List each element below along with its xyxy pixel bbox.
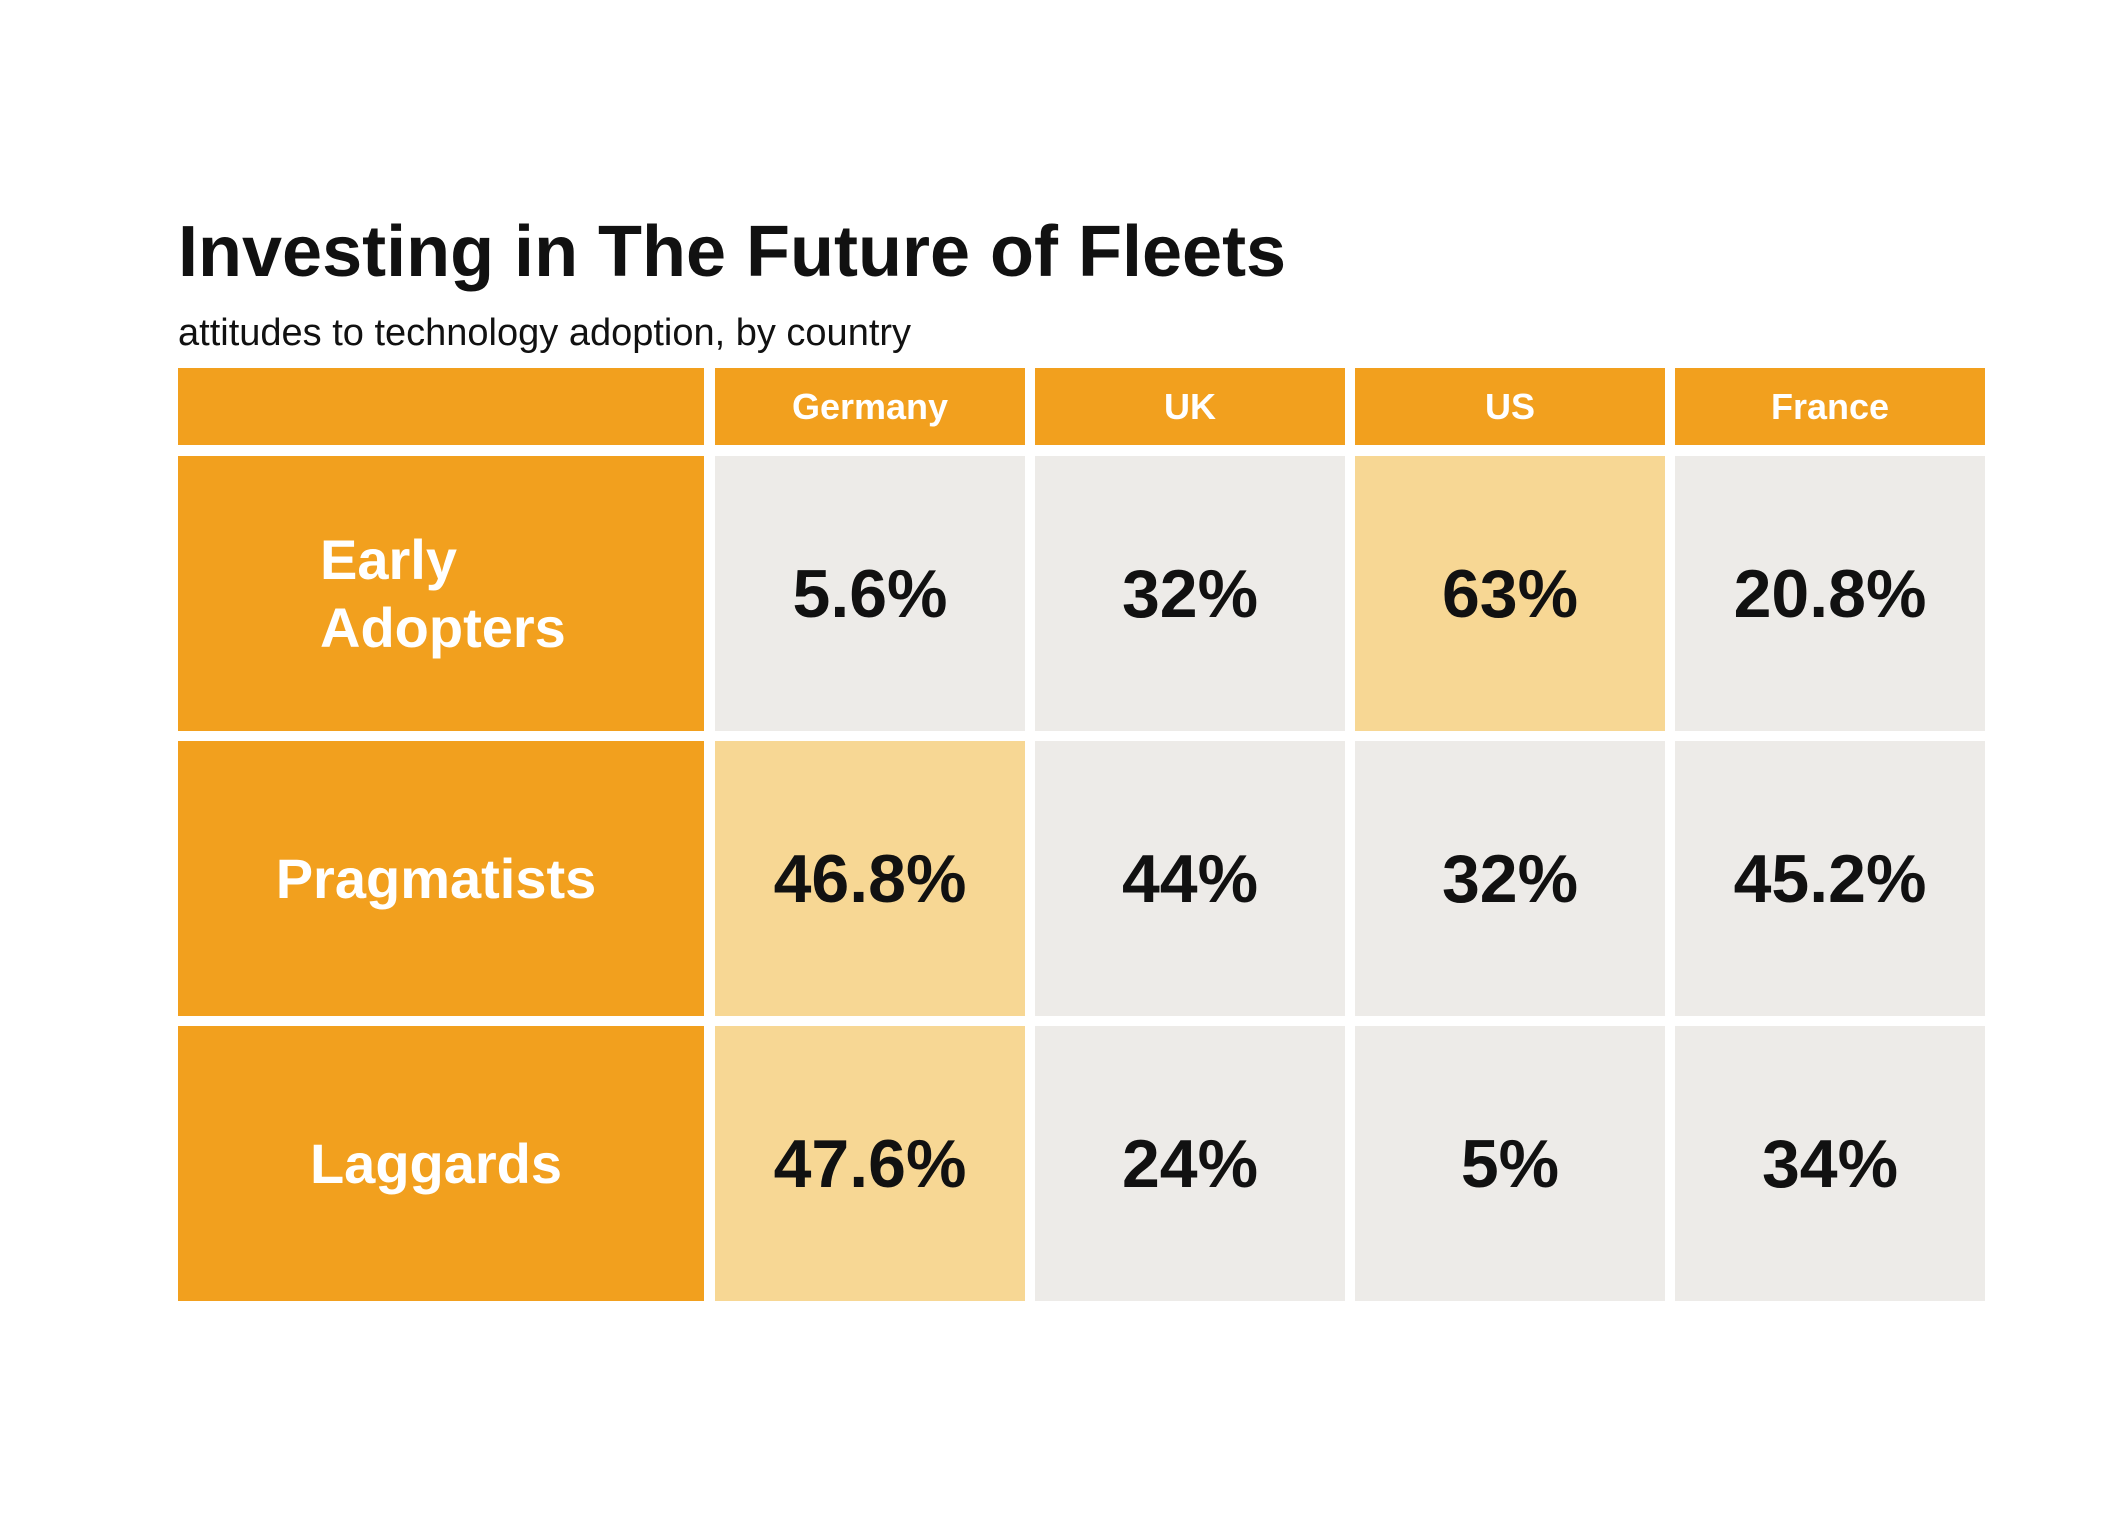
row-label-line: Pragmatists: [275, 846, 597, 910]
value-cell: 47.6%: [715, 1026, 1025, 1301]
column-header-france: France: [1675, 368, 1985, 445]
value-cell: 63%: [1355, 456, 1665, 731]
row-label-line: Laggards: [309, 1131, 563, 1195]
value-cell: 24%: [1035, 1026, 1345, 1301]
row-label-laggards: Laggards: [178, 1026, 704, 1301]
value-cell: 5.6%: [715, 456, 1025, 731]
column-header-us: US: [1355, 368, 1665, 445]
row-label-line: Adopters: [320, 595, 566, 659]
value-cell: 20.8%: [1675, 456, 1985, 731]
row-label-line: Early: [320, 527, 457, 591]
value-cell: 5%: [1355, 1026, 1665, 1301]
value-cell: 32%: [1355, 741, 1665, 1016]
data-table: Germany UK US France Early Adopters 5.6% 32% 63%…: [178, 368, 1985, 1301]
header-corner-cell: [178, 368, 704, 445]
row-label-early-adopters: Early Adopters: [178, 456, 704, 731]
chart-title: Investing in The Future of Fleets: [178, 212, 1287, 292]
value-cell: 34%: [1675, 1026, 1985, 1301]
column-header-uk: UK: [1035, 368, 1345, 445]
value-cell: 46.8%: [715, 741, 1025, 1016]
row-label-pragmatists: Pragmatists: [178, 741, 704, 1016]
chart-subtitle: attitudes to technology adoption, by cou…: [178, 312, 912, 354]
column-header-germany: Germany: [715, 368, 1025, 445]
value-cell: 45.2%: [1675, 741, 1985, 1016]
value-cell: 32%: [1035, 456, 1345, 731]
value-cell: 44%: [1035, 741, 1345, 1016]
